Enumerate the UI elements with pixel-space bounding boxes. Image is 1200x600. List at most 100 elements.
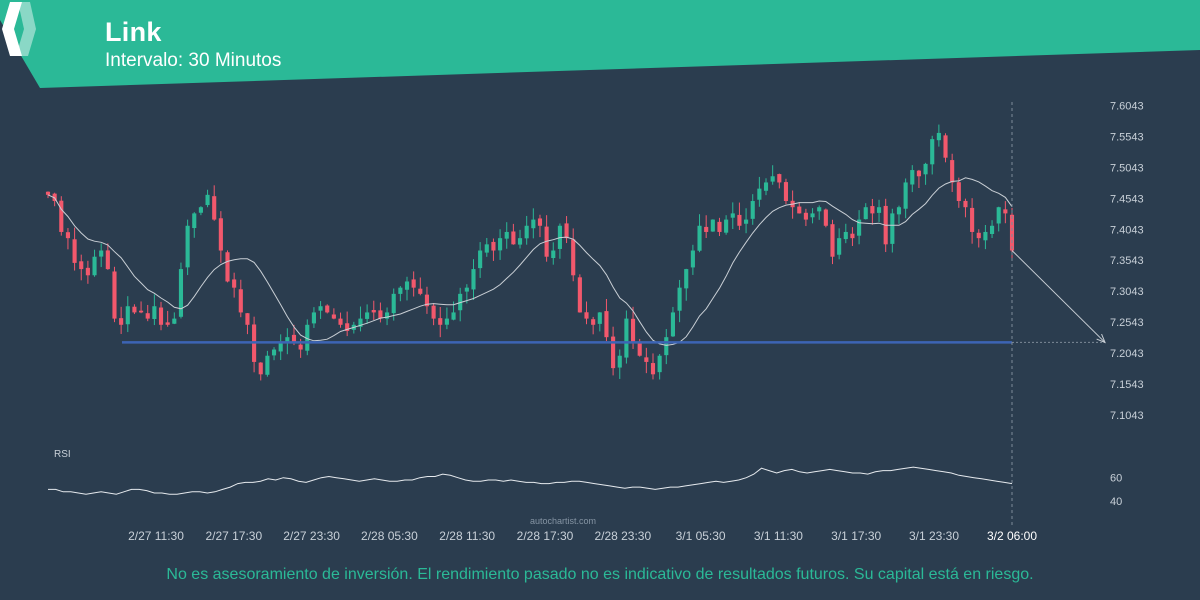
candle-body (365, 312, 370, 319)
candle-body (158, 307, 164, 325)
candle-body (737, 214, 742, 226)
candle-body (325, 305, 330, 313)
candle-body (484, 244, 489, 253)
candle-body (817, 207, 822, 212)
candle-body (238, 289, 243, 313)
forecast-arrow-line (1011, 250, 1106, 343)
candle-body (165, 322, 170, 325)
candle-body (378, 310, 383, 319)
candle-body (863, 207, 868, 220)
candle-body (471, 269, 476, 290)
y-tick-label: 7.4043 (1110, 224, 1144, 236)
candle-body (132, 306, 137, 313)
candle-body (511, 231, 516, 245)
candle-body (830, 224, 835, 257)
candle-body (704, 226, 709, 232)
candle-body (983, 231, 988, 241)
candle-body (763, 182, 769, 191)
candle-body (770, 176, 775, 182)
candle-body (371, 310, 376, 313)
candle-body (943, 135, 948, 158)
candle-body (717, 221, 722, 232)
x-tick-label: 3/1 17:30 (831, 529, 881, 543)
candle-body (424, 294, 430, 307)
candle-body (391, 293, 396, 314)
candle-body (970, 207, 975, 232)
candle-body (411, 279, 416, 288)
candle-body (963, 200, 968, 208)
candle-body (843, 231, 848, 240)
y-tick-label: 7.5543 (1110, 131, 1144, 143)
header-background (0, 0, 1200, 88)
candle-body (896, 207, 902, 215)
candle-body (305, 324, 310, 351)
y-tick-label: 7.1043 (1110, 410, 1144, 422)
y-tick-label: 7.3543 (1110, 255, 1144, 267)
candle-body (59, 200, 64, 232)
candle-body (345, 323, 350, 331)
candle-body (1009, 214, 1015, 251)
candle-body (976, 232, 981, 239)
y-tick-label: 7.1543 (1110, 379, 1144, 391)
candle-body (265, 355, 270, 375)
candle-body (258, 362, 263, 375)
candle-body (72, 239, 77, 263)
autochartist-logo-icon (2, 2, 36, 56)
candle-body (52, 193, 57, 202)
candle-body (664, 337, 669, 356)
candle-body (837, 238, 842, 255)
rsi-line (48, 466, 1013, 495)
candle-body (85, 267, 90, 276)
candle-body (125, 306, 130, 325)
candle-body (571, 239, 576, 276)
x-tick-label: 3/1 23:30 (909, 529, 959, 543)
candle-body (611, 336, 616, 369)
candle-body (750, 201, 755, 219)
x-tick-label: 3/1 11:30 (754, 529, 803, 543)
candle-body (458, 293, 463, 311)
candle-body (690, 250, 695, 268)
y-tick-label: 7.2543 (1110, 317, 1144, 329)
y-tick-label: 7.2043 (1110, 348, 1144, 360)
candle-body (850, 233, 855, 239)
candle-body (245, 313, 250, 325)
candle-body (385, 312, 390, 319)
x-tick-label: 2/27 23:30 (283, 529, 340, 543)
candle-body (903, 182, 908, 209)
x-tick-label: 2/28 23:30 (594, 529, 651, 543)
header-banner: Link Intervalo: 30 Minutos (0, 0, 1200, 90)
rsi-label: RSI (54, 449, 71, 460)
candle-body (232, 279, 237, 288)
candle-body (444, 318, 449, 325)
candle-body (577, 277, 582, 313)
candle-body (989, 225, 995, 234)
candle-body (524, 225, 529, 239)
candle-body (644, 357, 649, 362)
candle-body (517, 238, 523, 245)
candle-body (670, 312, 675, 337)
candle-body (338, 318, 343, 325)
candle-body (604, 311, 609, 338)
x-tick-label-current: 3/2 06:00 (987, 529, 1037, 543)
candle-body (198, 207, 203, 213)
candle-body (677, 287, 682, 311)
candle-body (298, 344, 303, 350)
candle-body (112, 271, 117, 319)
forecast-arrow-head (1096, 333, 1106, 344)
candle-body (950, 160, 955, 183)
candle-body (916, 170, 921, 177)
interval-subtitle: Intervalo: 30 Minutos (105, 50, 282, 71)
candle-body (99, 250, 104, 257)
candle-body (591, 319, 596, 325)
candle-body (597, 312, 602, 324)
candle-body (537, 218, 543, 226)
candle-body (291, 334, 297, 344)
candle-body (657, 355, 662, 373)
candle-body (311, 312, 316, 324)
candle-body (491, 241, 496, 251)
candle-body (192, 213, 197, 229)
candle-body (225, 252, 230, 282)
candle-body (956, 182, 961, 202)
candle-body (797, 206, 802, 214)
candle-body (152, 306, 157, 319)
